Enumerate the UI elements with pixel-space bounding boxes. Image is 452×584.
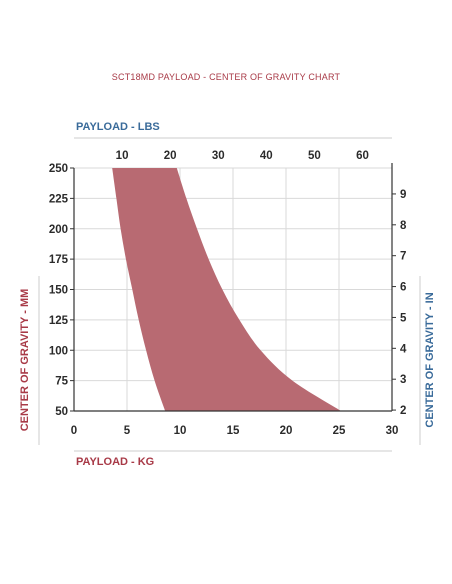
y-tick-label: 75 [55,376,68,388]
x-tick-label: 5 [124,425,131,437]
y2-axis-label: CENTER OF GRAVITY - IN [424,292,436,427]
y-tick-label: 50 [55,406,68,418]
x2-tick-label: 40 [260,150,273,162]
y-tick-label: 125 [49,315,69,327]
x-tick-label: 15 [227,425,240,437]
x2-tick-label: 10 [116,150,129,162]
y-tick-label: 250 [49,163,68,175]
chart-title: SCT18MD PAYLOAD - CENTER OF GRAVITY CHAR… [112,72,341,82]
y-tick-label: 175 [49,254,69,266]
y-tick-label: 150 [49,285,68,297]
y-tick-label: 225 [49,193,69,205]
y-tick-label: 100 [49,345,68,357]
x-tick-label: 10 [174,425,187,437]
x-axis-label: PAYLOAD - KG [76,456,154,468]
y2-tick-label: 3 [400,374,406,386]
x2-tick-label: 30 [212,150,225,162]
x-tick-label: 25 [333,425,346,437]
x2-axis-label: PAYLOAD - LBS [76,121,160,133]
y-axis-label: CENTER OF GRAVITY - MM [19,289,31,432]
y2-tick-label: 6 [400,282,406,294]
payload-area [112,168,342,411]
y2-tick-label: 8 [400,220,407,232]
x-tick-label: 30 [386,425,399,437]
axes [70,163,396,412]
x2-tick-label: 60 [356,150,369,162]
y-tick-label: 200 [49,224,68,236]
x2-tick-label: 50 [308,150,321,162]
y2-tick-label: 2 [400,405,406,417]
y2-tick-label: 5 [400,312,407,324]
y2-tick-label: 9 [400,189,406,201]
x-tick-label: 20 [280,425,293,437]
x-tick-label: 0 [71,425,77,437]
y2-tick-label: 4 [400,343,407,355]
x2-tick-label: 20 [164,150,177,162]
y2-tick-label: 7 [400,251,406,263]
